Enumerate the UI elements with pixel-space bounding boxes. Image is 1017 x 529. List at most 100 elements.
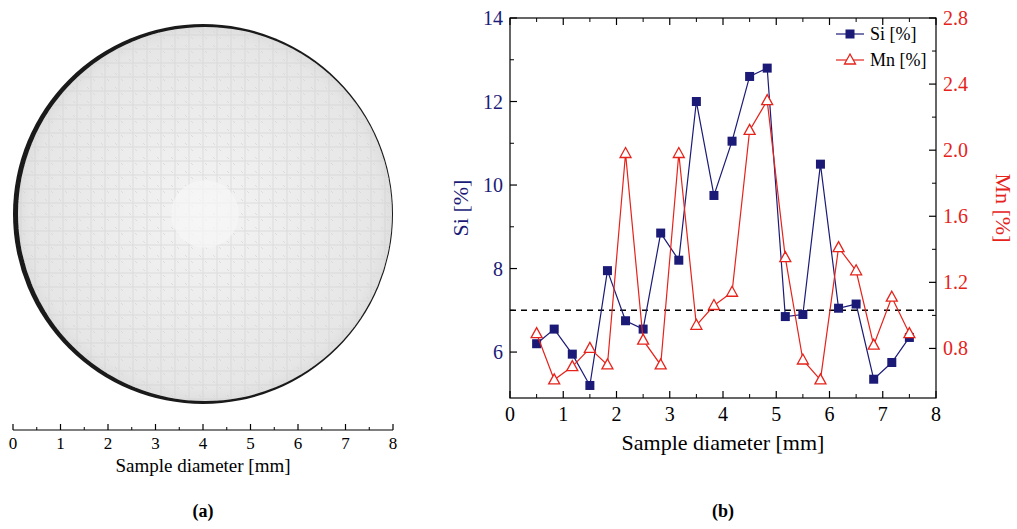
x-minor-tick bbox=[226, 427, 227, 430]
series-marker bbox=[886, 291, 897, 301]
x-tick bbox=[155, 424, 156, 430]
series-marker bbox=[549, 374, 560, 384]
y-tick-label: 10 bbox=[483, 174, 503, 196]
x-minor-tick bbox=[131, 427, 132, 430]
series-marker bbox=[744, 124, 755, 134]
series-marker bbox=[550, 325, 559, 334]
series-marker bbox=[834, 304, 843, 313]
y2-minor-tick bbox=[932, 117, 936, 118]
x-tick-label: 7 bbox=[878, 403, 888, 425]
panel-a: 012345678Sample diameter [mm](a) bbox=[9, 24, 398, 522]
x-tick-top bbox=[616, 18, 617, 25]
x-tick-label: 4 bbox=[199, 434, 208, 453]
y-minor-tick bbox=[510, 143, 514, 144]
x-minor-tick-top bbox=[909, 18, 910, 22]
y-minor-tick bbox=[510, 226, 514, 227]
panel-label: (a) bbox=[193, 501, 214, 522]
x-tick bbox=[392, 424, 393, 430]
x-tick-label: 2 bbox=[612, 403, 622, 425]
y2-tick-label: 2.0 bbox=[943, 139, 968, 161]
x-minor-tick bbox=[749, 394, 750, 398]
series-marker bbox=[816, 160, 825, 169]
series-marker bbox=[904, 328, 915, 338]
x-tick bbox=[12, 424, 13, 430]
x-minor-tick bbox=[909, 394, 910, 398]
x-tick bbox=[616, 391, 617, 398]
series-marker bbox=[673, 147, 684, 157]
y2-minor-tick bbox=[932, 249, 936, 250]
series-marker bbox=[691, 319, 702, 329]
series-marker bbox=[674, 256, 683, 265]
y2-tick bbox=[929, 282, 936, 283]
series-marker bbox=[762, 95, 773, 105]
x-minor-tick bbox=[643, 394, 644, 398]
x-tick-top bbox=[776, 18, 777, 25]
legend-label: Mn [%] bbox=[870, 50, 927, 70]
x-tick bbox=[882, 391, 883, 398]
y-axis-title: Si [%] bbox=[448, 180, 473, 237]
reference-line bbox=[510, 310, 936, 312]
series-marker bbox=[745, 72, 754, 81]
y2-tick-label: 1.6 bbox=[943, 205, 968, 227]
y-tick bbox=[510, 268, 517, 269]
x-minor-tick-top bbox=[696, 18, 697, 22]
series-marker bbox=[656, 229, 665, 238]
series-marker bbox=[620, 147, 631, 157]
x-tick-label: 3 bbox=[665, 403, 675, 425]
x-tick-label: 4 bbox=[718, 403, 728, 425]
sample-rim bbox=[13, 24, 393, 404]
y2-tick bbox=[929, 216, 936, 217]
series-marker bbox=[833, 242, 844, 252]
y2-axis-title: Mn [%] bbox=[991, 173, 1016, 242]
x-tick bbox=[563, 391, 564, 398]
series-marker bbox=[708, 299, 719, 309]
series-marker bbox=[727, 286, 738, 296]
x-minor-tick-top bbox=[536, 18, 537, 22]
series-marker bbox=[797, 354, 808, 364]
x-minor-tick-top bbox=[643, 18, 644, 22]
x-minor-tick bbox=[536, 394, 537, 398]
x-tick-top bbox=[722, 18, 723, 25]
series-marker bbox=[639, 325, 648, 334]
series-marker bbox=[887, 358, 896, 367]
series-marker bbox=[567, 361, 578, 371]
y2-tick bbox=[929, 348, 936, 349]
x-minor-tick bbox=[856, 394, 857, 398]
x-tick bbox=[935, 391, 936, 398]
x-tick-label: 6 bbox=[825, 403, 835, 425]
y-tick-label: 14 bbox=[483, 7, 503, 29]
x-minor-tick-top bbox=[856, 18, 857, 22]
x-tick-top bbox=[935, 18, 936, 25]
x-tick-label: 0 bbox=[9, 434, 18, 453]
x-tick-label: 1 bbox=[56, 434, 65, 453]
x-tick-label: 5 bbox=[246, 434, 255, 453]
y-tick bbox=[510, 17, 517, 18]
y2-minor-tick bbox=[932, 183, 936, 184]
x-minor-tick bbox=[274, 427, 275, 430]
series-marker bbox=[584, 342, 595, 352]
x-tick-label: 1 bbox=[558, 403, 568, 425]
x-tick-top bbox=[669, 18, 670, 25]
panel-label: (b) bbox=[712, 501, 734, 522]
sample-section bbox=[18, 27, 392, 401]
y-tick-label: 6 bbox=[493, 341, 503, 363]
legend: Si [%]Mn [%] bbox=[836, 24, 927, 70]
x-tick bbox=[297, 424, 298, 430]
series-marker bbox=[781, 312, 790, 321]
series-marker bbox=[728, 137, 737, 146]
sample-center bbox=[171, 180, 239, 248]
y-tick bbox=[510, 351, 517, 352]
y2-tick-label: 2.4 bbox=[943, 73, 968, 95]
series-marker bbox=[815, 374, 826, 384]
x-tick bbox=[202, 424, 203, 430]
plot-data bbox=[510, 64, 936, 390]
x-tick-top bbox=[509, 18, 510, 25]
series-marker bbox=[531, 328, 542, 338]
x-minor-tick-top bbox=[749, 18, 750, 22]
x-tick-label: 3 bbox=[151, 434, 160, 453]
x-minor-tick bbox=[179, 427, 180, 430]
x-tick-top bbox=[563, 18, 564, 25]
series-line bbox=[537, 68, 910, 385]
x-tick bbox=[107, 424, 108, 430]
x-tick-label: 0 bbox=[505, 403, 515, 425]
